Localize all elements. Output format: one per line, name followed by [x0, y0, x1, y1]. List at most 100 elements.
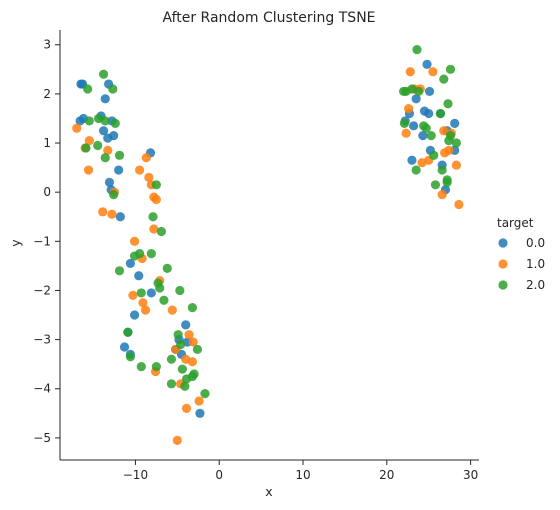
- data-point: [439, 74, 449, 84]
- data-point: [418, 131, 428, 141]
- data-point: [439, 126, 449, 136]
- data-point: [72, 123, 82, 133]
- data-point: [119, 342, 130, 352]
- data-point: [177, 364, 187, 374]
- data-point: [93, 140, 103, 151]
- data-point: [134, 271, 144, 281]
- x-tick-label: 10: [295, 468, 310, 482]
- data-point: [195, 408, 205, 418]
- data-point: [151, 194, 161, 205]
- x-ticks: −10 0 10 20 30: [123, 460, 478, 482]
- legend-marker: [498, 238, 508, 248]
- y-ticks: −5 −4 −3 −2 −1 0 1 2 3: [33, 38, 60, 445]
- data-point: [149, 224, 159, 234]
- data-point: [200, 389, 210, 399]
- x-axis-label: x: [265, 484, 272, 499]
- data-point: [144, 172, 154, 183]
- data-point: [181, 320, 191, 330]
- data-point: [445, 64, 456, 74]
- points-layer: [72, 45, 464, 445]
- data-point: [151, 362, 161, 372]
- data-point: [84, 116, 94, 126]
- data-point: [110, 118, 120, 128]
- data-point: [84, 135, 94, 146]
- data-point: [181, 374, 192, 384]
- data-point: [430, 180, 441, 190]
- data-point: [136, 288, 146, 298]
- data-point: [136, 362, 146, 372]
- data-point: [181, 403, 192, 413]
- data-point: [135, 165, 145, 175]
- chart-title: After Random Clustering TSNE: [162, 10, 375, 26]
- y-tick-label: 3: [43, 38, 51, 52]
- data-point: [115, 212, 125, 222]
- data-point: [100, 116, 110, 126]
- data-point: [125, 352, 135, 362]
- y-tick-label: −5: [33, 431, 51, 445]
- data-point: [100, 153, 110, 163]
- data-point: [450, 118, 460, 128]
- data-point: [175, 285, 185, 296]
- data-point: [151, 180, 161, 190]
- data-point: [141, 153, 151, 163]
- data-point: [129, 310, 140, 320]
- data-point: [411, 94, 421, 104]
- data-point: [162, 263, 172, 273]
- data-point: [437, 190, 447, 200]
- data-point: [451, 160, 461, 170]
- legend-title: target: [497, 216, 534, 230]
- data-point: [443, 99, 453, 109]
- x-tick-label: 20: [379, 468, 394, 482]
- data-point: [407, 155, 417, 165]
- data-point: [114, 266, 125, 276]
- data-point: [129, 236, 140, 246]
- data-point: [411, 165, 421, 175]
- data-point: [435, 108, 446, 119]
- data-point: [129, 251, 140, 261]
- data-point: [83, 84, 93, 94]
- data-point: [125, 258, 135, 269]
- data-point: [108, 84, 118, 94]
- data-point: [81, 143, 91, 153]
- data-point: [188, 337, 198, 347]
- x-tick-label: 30: [463, 468, 478, 482]
- data-point: [123, 327, 133, 337]
- x-tick-label: 0: [215, 468, 223, 482]
- data-point: [167, 305, 177, 315]
- data-point: [140, 305, 151, 315]
- data-point: [159, 295, 169, 305]
- legend-marker: [498, 280, 508, 290]
- legend-marker: [498, 259, 508, 269]
- data-point: [405, 67, 415, 77]
- y-tick-label: 2: [43, 87, 51, 101]
- series-2.0: [81, 45, 461, 399]
- data-point: [114, 150, 125, 160]
- data-point: [146, 288, 156, 298]
- data-point: [109, 190, 119, 200]
- data-point: [187, 357, 198, 367]
- data-point: [409, 121, 419, 131]
- x-tick-label: −10: [123, 468, 148, 482]
- data-point: [114, 165, 124, 175]
- data-point: [98, 207, 108, 217]
- data-point: [437, 165, 447, 175]
- data-point: [426, 131, 436, 141]
- data-point: [401, 128, 411, 138]
- data-point: [404, 104, 414, 114]
- legend: target 0.0 1.0 2.0: [497, 216, 545, 292]
- data-point: [421, 123, 431, 133]
- data-point: [156, 226, 166, 237]
- data-point: [176, 339, 186, 350]
- data-point: [98, 69, 109, 79]
- data-point: [148, 212, 158, 222]
- legend-label: 1.0: [526, 257, 545, 271]
- legend-items: 0.0 1.0 2.0: [498, 236, 545, 292]
- data-point: [184, 330, 194, 340]
- data-point: [399, 118, 410, 128]
- data-point: [451, 138, 461, 148]
- data-point: [444, 135, 454, 146]
- data-point: [187, 303, 198, 313]
- y-tick-label: −4: [33, 382, 51, 396]
